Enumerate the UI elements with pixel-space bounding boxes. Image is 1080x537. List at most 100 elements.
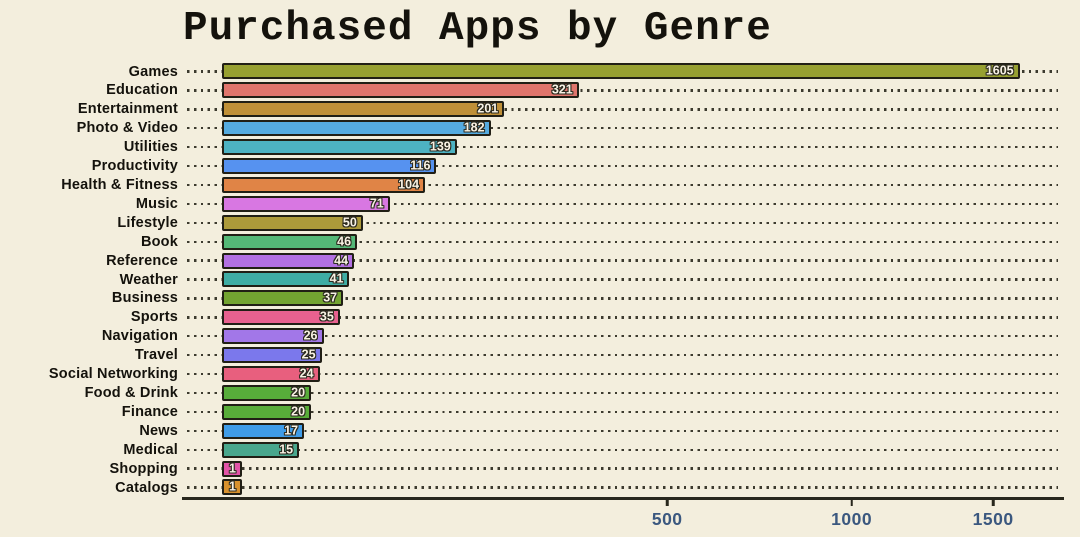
value-label: 50: [342, 215, 357, 230]
value-label: 41: [329, 272, 344, 287]
category-label: Sports: [130, 309, 178, 326]
bar: 37: [222, 290, 344, 307]
chart-title: Purchased Apps by Genre: [183, 6, 772, 52]
value-label: 20: [291, 404, 306, 419]
bar: 44: [222, 252, 355, 269]
value-label: 104: [398, 177, 420, 192]
category-label: Health & Fitness: [61, 176, 178, 193]
dotted-leader-line: [187, 183, 1058, 187]
dotted-leader-line: [187, 259, 1058, 262]
dotted-leader-line: [187, 354, 1058, 357]
bar-row: Games 1605: [129, 62, 1062, 81]
value-label: 139: [429, 139, 451, 154]
bar: 321: [222, 82, 579, 99]
category-label: Photo & Video: [76, 120, 178, 137]
category-label: Shopping: [109, 460, 178, 477]
value-label: 20: [291, 385, 306, 400]
category-label: Food & Drink: [84, 385, 178, 402]
value-label: 201: [477, 101, 499, 116]
bar: 17: [222, 422, 305, 439]
dotted-leader-line: [187, 448, 1058, 451]
value-label: 1: [228, 480, 236, 495]
bar-row: Food & Drink 20: [85, 384, 1062, 403]
value-label: 321: [551, 83, 573, 98]
bar-row: Social Networking 24: [49, 365, 1062, 384]
dotted-leader-line: [187, 467, 1058, 470]
bar-row: Business 37: [112, 289, 1062, 308]
category-label: Productivity: [91, 158, 178, 175]
bar: 25: [222, 347, 322, 364]
dotted-leader-line: [187, 89, 1058, 92]
value-label: 1: [228, 461, 236, 476]
bar: 20: [222, 384, 312, 401]
dotted-leader-line: [187, 297, 1058, 300]
x-tick-label: 1000: [831, 509, 873, 529]
dotted-leader-line: [187, 372, 1058, 376]
bar-row: Productivity 116: [92, 157, 1062, 176]
value-label: 37: [323, 291, 338, 306]
bar: 20: [222, 403, 312, 420]
x-tick-mark: [665, 499, 669, 506]
dotted-leader-line: [187, 145, 1058, 149]
value-label: 1605: [985, 64, 1014, 79]
x-tick-label: 500: [651, 509, 683, 529]
dotted-leader-line: [187, 202, 1058, 206]
bar-row: Photo & Video 182: [77, 119, 1062, 138]
bar: 15: [222, 441, 300, 458]
bar-row: Medical 15: [123, 440, 1062, 459]
dotted-leader-line: [187, 164, 1058, 168]
value-label: 35: [319, 309, 334, 324]
dotted-leader-line: [187, 429, 1058, 433]
bar-row: Book 46: [141, 232, 1062, 251]
bar: 46: [222, 233, 358, 250]
dotted-leader-line: [187, 240, 1058, 243]
value-label: 17: [284, 423, 299, 438]
dotted-leader-line: [187, 278, 1058, 281]
value-label: 24: [299, 366, 314, 381]
category-label: Lifestyle: [117, 214, 178, 231]
plot-area: Games 1605 Education 321 Entertainment 201 Pho…: [49, 62, 1064, 529]
x-tick-mark: [850, 499, 853, 506]
category-label: Navigation: [101, 328, 178, 345]
category-label: Social Networking: [48, 366, 178, 383]
bar: 41: [222, 271, 350, 288]
bar: 35: [222, 309, 340, 326]
value-label: 44: [334, 253, 349, 268]
dotted-leader-line: [187, 108, 1058, 111]
dotted-leader-line: [187, 221, 1058, 224]
bar: 1605: [222, 63, 1020, 80]
bar-row: Finance 20: [122, 402, 1062, 421]
category-label: Catalogs: [115, 479, 178, 496]
bar-row: Weather 41: [120, 270, 1062, 289]
bar: 182: [222, 120, 491, 137]
bar: 201: [222, 101, 505, 118]
dotted-leader-line: [187, 391, 1058, 395]
category-label: Games: [128, 63, 178, 80]
value-label: 71: [369, 196, 384, 211]
category-label: Book: [140, 233, 178, 250]
bar: 24: [222, 365, 320, 382]
category-label: Education: [106, 82, 178, 99]
dotted-leader-line: [187, 410, 1058, 414]
x-axis-line: [182, 497, 1064, 500]
value-label: 116: [410, 158, 431, 173]
bar-row: News 17: [139, 421, 1062, 440]
category-label: Travel: [134, 347, 178, 364]
value-label: 25: [301, 347, 316, 362]
category-label: Weather: [119, 271, 178, 288]
bar: 104: [222, 176, 426, 193]
bar: 26: [222, 328, 324, 345]
dotted-leader-line: [187, 127, 1058, 130]
x-tick-mark: [991, 499, 995, 506]
bar: 1: [222, 479, 242, 496]
bar-row: Education 321: [106, 81, 1062, 100]
value-label: 46: [337, 234, 352, 249]
category-label: News: [139, 422, 178, 439]
bar-row: Entertainment 201: [78, 100, 1062, 119]
bar-row: Catalogs 1: [115, 478, 1062, 497]
category-label: Music: [135, 195, 178, 212]
bar-row: Utilities 139: [124, 138, 1062, 157]
bar-row: Travel 25: [135, 346, 1062, 365]
category-label: Reference: [106, 252, 178, 269]
